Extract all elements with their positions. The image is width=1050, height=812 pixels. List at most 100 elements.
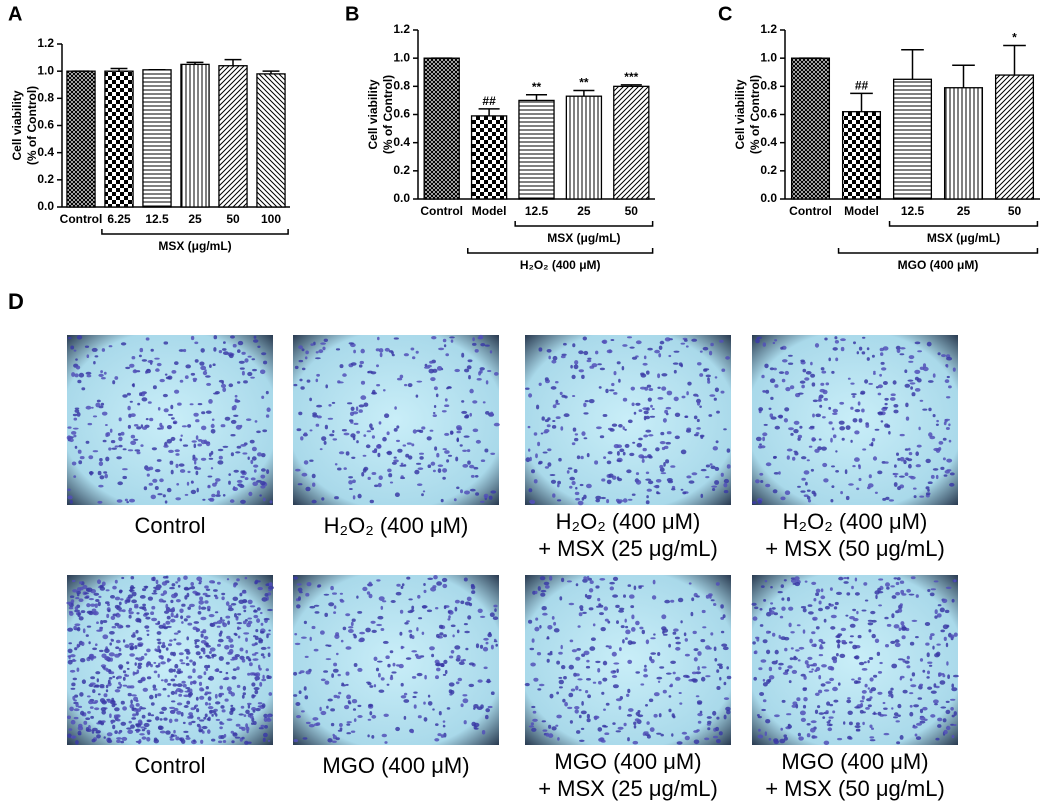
cell [886, 623, 892, 627]
cell [574, 706, 580, 710]
cell [316, 415, 322, 419]
group-label: MSX (μg/mL) [547, 231, 620, 245]
cell [935, 685, 940, 689]
cell [566, 470, 570, 474]
cell [345, 683, 349, 686]
cell [793, 429, 799, 434]
cell [454, 368, 461, 373]
cell [243, 632, 250, 635]
cell [581, 374, 585, 379]
cell [96, 629, 102, 632]
cell [575, 685, 579, 691]
cell [778, 634, 781, 639]
cell [668, 643, 671, 648]
cell [713, 397, 717, 401]
cell [262, 674, 265, 680]
cell [893, 624, 900, 629]
cell [774, 339, 778, 342]
cell [882, 406, 889, 409]
cell [145, 662, 149, 668]
cell [586, 718, 591, 723]
cell [260, 611, 263, 615]
cell [468, 375, 471, 380]
cell [377, 452, 381, 458]
cell [418, 617, 423, 620]
cell [586, 678, 591, 681]
cell [847, 735, 852, 740]
cell [74, 373, 79, 378]
cell [650, 404, 653, 408]
cell [382, 436, 387, 442]
cell [255, 678, 258, 682]
cell [462, 464, 469, 468]
cell [222, 387, 227, 393]
cell [668, 695, 672, 698]
micrograph-background [67, 335, 273, 505]
cell [721, 368, 726, 372]
cell [365, 627, 371, 633]
cell [221, 592, 226, 596]
y-tick-label: 0.8 [393, 79, 410, 93]
cell [146, 633, 150, 636]
cell [909, 678, 913, 682]
cell [376, 623, 383, 627]
caption: Control [135, 513, 206, 538]
cell [431, 653, 435, 658]
cell [571, 374, 576, 380]
cell [832, 347, 838, 351]
cell [675, 641, 681, 645]
cell [242, 692, 246, 696]
y-axis-label: (% of Control) [25, 86, 39, 165]
cell [213, 335, 218, 340]
cell [161, 644, 166, 649]
cell [195, 419, 200, 423]
cell [230, 704, 234, 708]
y-tick-label: 0.2 [760, 163, 777, 177]
cell [644, 733, 650, 737]
cell [830, 614, 837, 619]
cell [953, 711, 957, 716]
cell [868, 382, 873, 385]
cell [170, 469, 174, 475]
cell [480, 500, 485, 503]
cell [583, 402, 587, 408]
cell [943, 636, 947, 642]
cell [643, 355, 647, 360]
bar [994, 74, 1035, 200]
cell [555, 724, 559, 727]
cell [371, 714, 377, 719]
cell [888, 499, 895, 502]
cell [260, 653, 265, 657]
cell [673, 396, 679, 402]
cell [672, 362, 679, 365]
cell [690, 611, 694, 617]
cell [568, 664, 574, 670]
cell [382, 640, 389, 644]
cell [566, 580, 572, 583]
cell [645, 478, 652, 481]
cell [660, 472, 667, 475]
cell [265, 390, 269, 395]
cell [436, 667, 441, 672]
cell [186, 636, 189, 641]
cell [622, 426, 625, 430]
cell [164, 678, 168, 683]
cell [945, 586, 952, 589]
cell [108, 677, 113, 680]
cell [447, 386, 452, 389]
cell [765, 719, 771, 724]
cell [67, 648, 73, 654]
cell [224, 698, 229, 702]
cell [416, 462, 422, 465]
cell [206, 718, 210, 721]
cell [810, 373, 816, 378]
cell [629, 594, 635, 599]
cell [759, 624, 764, 627]
cell [72, 589, 78, 593]
cell [345, 451, 350, 456]
cell [460, 600, 465, 605]
cell [158, 662, 161, 668]
cell [899, 456, 905, 462]
cell [905, 416, 910, 421]
cell [870, 687, 877, 692]
